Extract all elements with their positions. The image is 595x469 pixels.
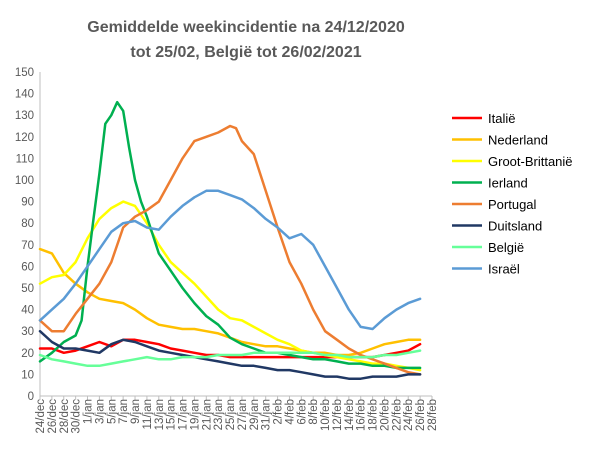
legend: Italië Nederland Groot-Brittanië Ierland Por…	[452, 111, 573, 277]
y-tick-label: 70	[21, 240, 34, 252]
series-line-ierland	[38, 100, 422, 370]
x-tick-label: 14/feb	[344, 399, 356, 431]
legend-label: Groot-Brittanië	[488, 154, 573, 169]
y-tick-label: 30	[21, 326, 34, 338]
y-tick-label: 60	[21, 261, 34, 273]
x-tick-label: 13/jan	[154, 399, 166, 430]
x-tick-label: 18/feb	[368, 399, 380, 431]
y-tick-label: 50	[21, 283, 34, 295]
x-axis: 24/dec 26/dec 28/dec 30/dec 1/jan 3/jan 5/jan 7…	[35, 395, 439, 434]
y-tick-label: 40	[21, 305, 34, 317]
y-tick-label: 90	[21, 197, 34, 209]
x-tick-label: 1/jan	[83, 399, 95, 424]
y-tick-label: 120	[15, 132, 34, 144]
x-tick-label: 19/jan	[189, 399, 201, 430]
series-line-groot-brittani	[38, 200, 422, 372]
y-tick-label: 150	[15, 67, 34, 79]
series-line-portugal	[38, 124, 422, 376]
x-tick-label: 23/jan	[213, 399, 225, 430]
legend-label: Portugal	[488, 197, 537, 212]
chart-title-line-1: Gemiddelde weekincidentie na 24/12/2020	[87, 19, 405, 36]
x-tick-label: 12/feb	[332, 399, 344, 431]
y-tick-label: 140	[15, 89, 34, 101]
x-tick-label: 3/jan	[94, 399, 106, 424]
legend-label: Italië	[488, 111, 515, 126]
x-tick-label: 29/jan	[249, 399, 261, 430]
series-line-nederland	[38, 247, 422, 357]
legend-label: Ierland	[488, 176, 528, 191]
plot-series	[38, 100, 422, 380]
x-tick-label: 8/feb	[308, 399, 320, 425]
y-tick-label: 80	[21, 218, 34, 230]
x-tick-label: 2/feb	[273, 399, 285, 425]
series-line-duitsland	[38, 329, 422, 380]
x-tick-label: 22/feb	[391, 399, 403, 431]
series-line-isra-l	[38, 189, 422, 331]
x-tick-label: 28/feb	[427, 399, 439, 431]
x-tick-label: 9/jan	[130, 399, 142, 424]
x-tick-label: 26/feb	[415, 399, 427, 431]
x-tick-label: 16/feb	[356, 399, 368, 431]
x-tick-label: 5/jan	[106, 399, 118, 424]
x-tick-label: 10/feb	[320, 399, 332, 431]
x-tick-label: 24/dec	[35, 399, 47, 434]
y-axis: 0 10 20 30 40 50 60 70 80 90 100 110 120 130 140 150	[15, 67, 41, 403]
y-tick-label: 100	[15, 175, 34, 187]
legend-label: België	[488, 240, 524, 255]
series-line-belgi	[38, 349, 422, 368]
x-tick-label: 25/jan	[225, 399, 237, 430]
legend-label: Nederland	[488, 133, 548, 148]
legend-label: Israël	[488, 262, 520, 277]
x-tick-label: 31/jan	[261, 399, 273, 430]
y-tick-label: 10	[21, 369, 34, 381]
chart-title-line-2: tot 25/02, België tot 26/02/2021	[130, 44, 361, 61]
x-tick-label: 20/feb	[379, 399, 391, 431]
y-tick-label: 110	[16, 153, 34, 165]
x-tick-label: 21/jan	[201, 399, 213, 430]
x-tick-label: 11/jan	[142, 399, 154, 429]
y-tick-label: 20	[21, 348, 34, 360]
x-tick-label: 28/dec	[59, 399, 71, 434]
x-tick-label: 17/jan	[178, 399, 190, 430]
x-tick-label: 27/jan	[237, 399, 249, 430]
x-tick-label: 6/feb	[296, 399, 308, 425]
y-tick-label: 130	[15, 110, 34, 122]
legend-label: Duitsland	[488, 219, 542, 234]
y-tick-label: 0	[28, 391, 34, 403]
x-tick-label: 30/dec	[71, 399, 83, 434]
x-tick-label: 7/jan	[118, 399, 130, 424]
x-tick-label: 4/feb	[284, 399, 296, 425]
x-tick-label: 24/feb	[403, 399, 415, 431]
x-tick-label: 15/jan	[166, 399, 178, 430]
x-tick-label: 26/dec	[47, 399, 59, 434]
